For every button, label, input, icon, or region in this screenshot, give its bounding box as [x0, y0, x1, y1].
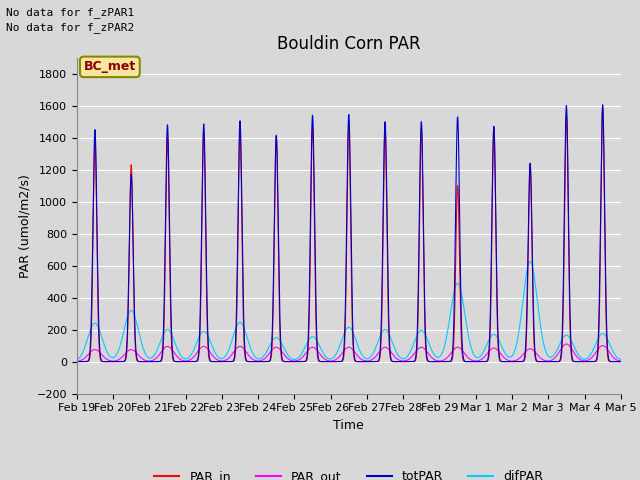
PAR_out [73, 359, 81, 364]
difPAR [171, 339, 179, 345]
difPAR [328, 356, 336, 361]
PAR_in [328, 359, 336, 364]
difPAR [73, 357, 81, 363]
PAR_out [328, 358, 336, 364]
PAR_in [599, 106, 607, 112]
PAR_in [502, 359, 509, 364]
difPAR [502, 351, 509, 357]
difPAR [440, 343, 448, 349]
difPAR [526, 259, 534, 264]
Y-axis label: PAR (umol/m2/s): PAR (umol/m2/s) [18, 174, 31, 277]
Line: difPAR: difPAR [77, 262, 621, 360]
PAR_out [502, 356, 509, 361]
Text: No data for f_zPAR1: No data for f_zPAR1 [6, 7, 134, 18]
PAR_in [471, 359, 479, 364]
PAR_in [73, 359, 81, 364]
totPAR [599, 102, 607, 108]
PAR_out [616, 358, 624, 364]
PAR_out [563, 341, 570, 347]
X-axis label: Time: Time [333, 419, 364, 432]
Text: BC_met: BC_met [84, 60, 136, 73]
Line: PAR_out: PAR_out [77, 344, 621, 361]
totPAR [616, 359, 624, 364]
Line: totPAR: totPAR [77, 105, 621, 361]
totPAR [617, 359, 625, 364]
difPAR [616, 356, 624, 362]
Line: PAR_in: PAR_in [77, 109, 621, 361]
difPAR [471, 353, 479, 359]
totPAR [502, 359, 509, 364]
totPAR [471, 359, 479, 364]
PAR_in [617, 359, 625, 364]
totPAR [440, 359, 448, 364]
totPAR [328, 359, 336, 364]
difPAR [617, 356, 625, 362]
Legend: PAR_in, PAR_out, totPAR, difPAR: PAR_in, PAR_out, totPAR, difPAR [150, 465, 548, 480]
PAR_in [440, 359, 448, 364]
PAR_in [616, 359, 624, 364]
PAR_in [171, 359, 179, 364]
totPAR [171, 358, 179, 364]
totPAR [73, 359, 81, 364]
Title: Bouldin Corn PAR: Bouldin Corn PAR [277, 35, 420, 53]
Text: No data for f_zPAR2: No data for f_zPAR2 [6, 22, 134, 33]
PAR_out [471, 358, 479, 364]
PAR_out [171, 350, 179, 356]
PAR_out [440, 357, 448, 362]
PAR_out [617, 358, 625, 364]
